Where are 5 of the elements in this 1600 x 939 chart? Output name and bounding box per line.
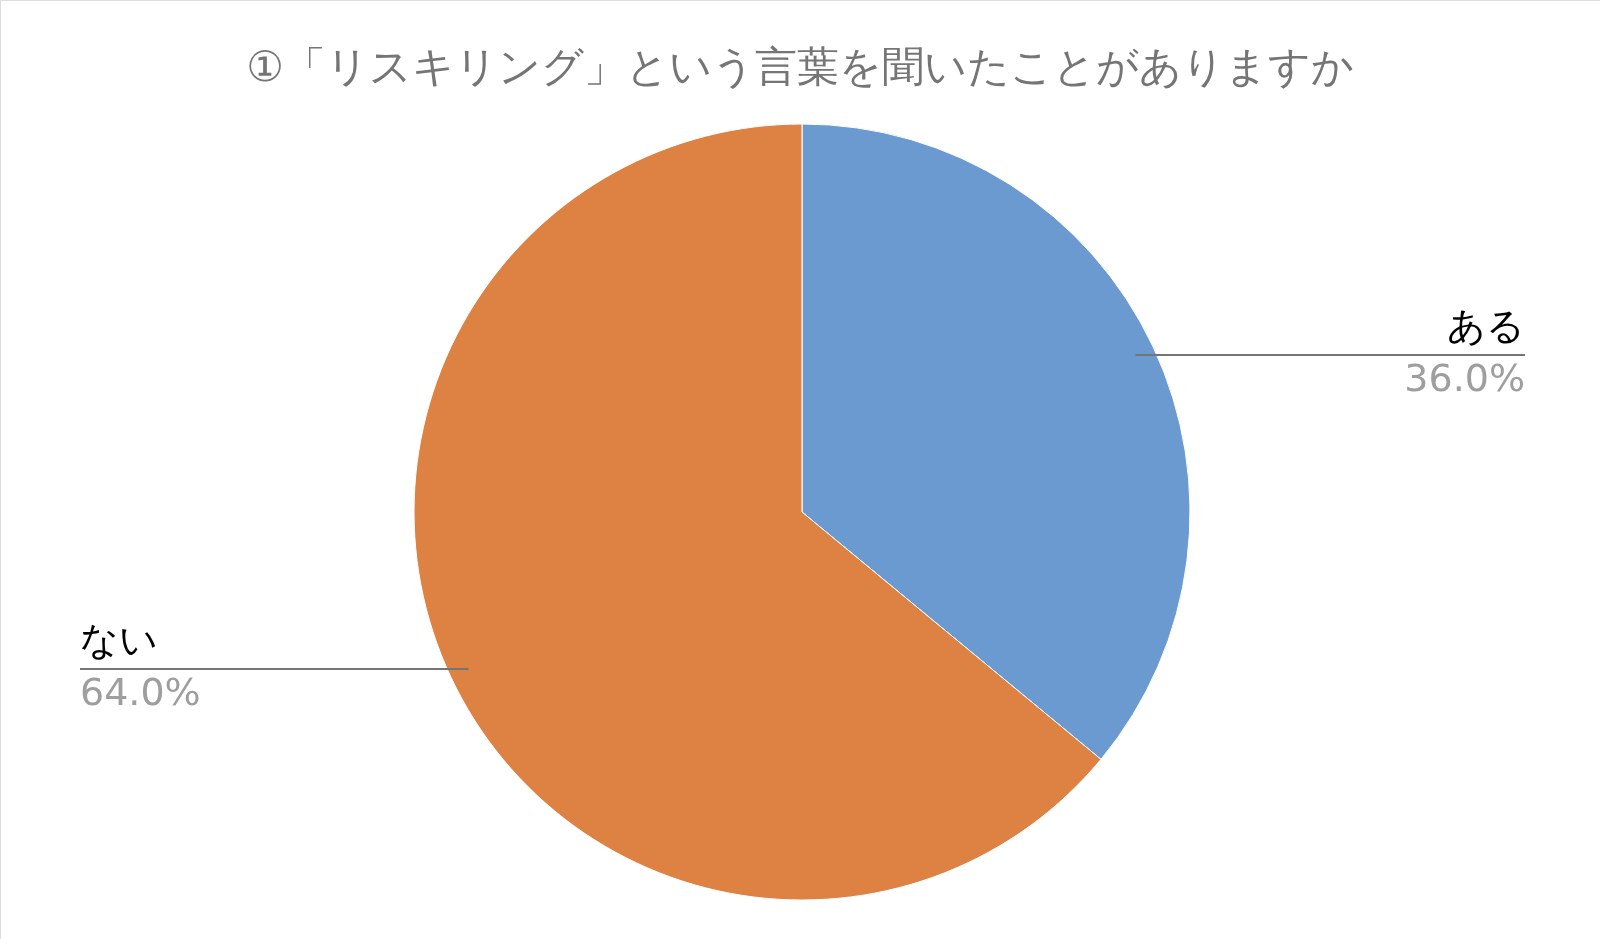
data-label: 36.0% [1404,356,1525,401]
data-label: 64.0% [80,669,201,714]
slice-label: ある [1447,304,1525,349]
slice-label: ない [80,617,158,662]
chart-title: ①「リスキリング」という言葉を聞いたことがありますか [246,42,1354,91]
